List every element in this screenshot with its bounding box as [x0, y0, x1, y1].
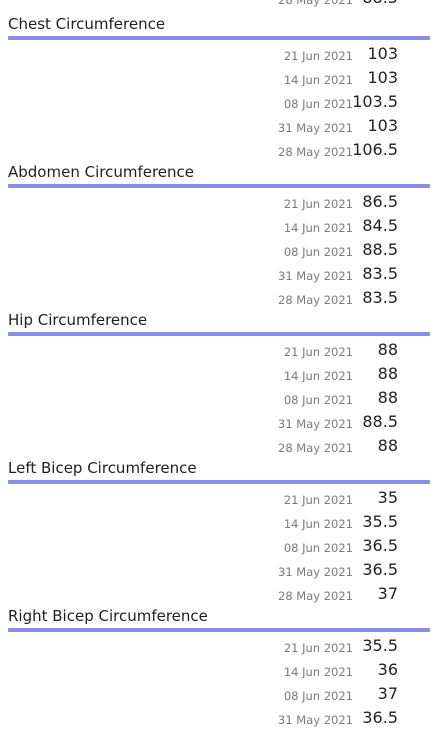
measurement-date: 28 May 2021: [278, 145, 353, 159]
measurement-value: 103: [367, 68, 398, 87]
measurement-value: 88.5: [362, 240, 398, 259]
section-hip-circumference: Hip Circumference 21 Jun 2021 88 14 Jun 2…: [0, 306, 438, 455]
section-abdomen-circumference: Abdomen Circumference 21 Jun 2021 86.5 14…: [0, 158, 438, 307]
measurement-date: 14 Jun 2021: [283, 517, 353, 531]
measurement-value: 36.5: [362, 536, 398, 555]
measurement-date: 08 Jun 2021: [283, 97, 353, 111]
measurement-date: 21 Jun 2021: [283, 197, 353, 211]
section-title: Abdomen Circumference: [8, 163, 194, 181]
measurement-value: 84.5: [362, 216, 398, 235]
section-title: Chest Circumference: [8, 15, 166, 33]
measurement-row[interactable]: 31 May 2021 88.5: [0, 410, 438, 434]
measurement-value: 35.5: [362, 636, 398, 655]
measurement-row[interactable]: 21 Jun 2021 86.5: [0, 190, 438, 214]
section-chest-circumference: Chest Circumference 21 Jun 2021 103 14 Ju…: [0, 10, 438, 159]
measurement-row[interactable]: 21 Jun 2021 88: [0, 338, 438, 362]
measurement-date: 08 Jun 2021: [283, 245, 353, 259]
measurement-row[interactable]: 31 May 2021 103: [0, 114, 438, 138]
measurement-date: 28 May 2021: [278, 441, 353, 455]
measurement-date: 31 May 2021: [278, 121, 353, 135]
measurement-date: 31 May 2021: [278, 565, 353, 579]
measurement-date: 21 Jun 2021: [283, 641, 353, 655]
measurement-row[interactable]: 28 May 2021 37: [0, 582, 438, 606]
measurement-row[interactable]: 28 May 2021 83.5: [0, 286, 438, 310]
measurement-value: 83.5: [362, 264, 398, 283]
measurement-value: 88: [377, 388, 398, 407]
section-title: Right Bicep Circumference: [8, 607, 208, 625]
measurement-value: 37: [377, 684, 398, 703]
measurement-value: 103: [367, 116, 398, 135]
measurement-date: 14 Jun 2021: [283, 665, 353, 679]
measurement-date: 28 May 2021: [278, 293, 353, 307]
section-divider: [8, 628, 430, 632]
measurement-row[interactable]: 31 May 2021 36.5: [0, 706, 438, 730]
section-title: Hip Circumference: [8, 311, 148, 329]
measurement-date: 31 May 2021: [278, 269, 353, 283]
measurement-row[interactable]: 28 May 2021 88.5: [0, 0, 438, 10]
measurement-row[interactable]: 14 Jun 2021 88: [0, 362, 438, 386]
measurement-date: 08 Jun 2021: [283, 689, 353, 703]
measurement-value: 88: [377, 340, 398, 359]
section-left-bicep-circumference: Left Bicep Circumference 21 Jun 2021 35 1…: [0, 454, 438, 603]
section-divider: [8, 332, 430, 336]
measurement-row[interactable]: 21 Jun 2021 35.5: [0, 634, 438, 658]
measurement-value: 36.5: [362, 708, 398, 727]
measurement-date: 08 Jun 2021: [283, 393, 353, 407]
section-divider: [8, 184, 430, 188]
measurement-value: 88.5: [362, 412, 398, 431]
section-title: Left Bicep Circumference: [8, 459, 197, 477]
measurement-value: 103.5: [352, 92, 398, 111]
measurement-value: 88.5: [362, 0, 398, 10]
measurement-date: 14 Jun 2021: [283, 221, 353, 235]
measurement-row[interactable]: 14 Jun 2021 36: [0, 658, 438, 682]
measurement-value: 88: [377, 364, 398, 383]
measurement-row[interactable]: 21 Jun 2021 103: [0, 42, 438, 66]
section-right-bicep-circumference: Right Bicep Circumference 21 Jun 2021 35.…: [0, 602, 438, 750]
measurement-value: 86.5: [362, 192, 398, 211]
measurement-date: 08 Jun 2021: [283, 541, 353, 555]
measurement-date: 14 Jun 2021: [283, 73, 353, 87]
measurement-row[interactable]: 08 Jun 2021 88.5: [0, 238, 438, 262]
measurement-row[interactable]: 28 May 2021 88: [0, 434, 438, 458]
section-divider: [8, 480, 430, 484]
measurement-value: 88: [377, 436, 398, 455]
measurement-row[interactable]: 21 Jun 2021 35: [0, 486, 438, 510]
measurement-row[interactable]: 31 May 2021 36.5: [0, 558, 438, 582]
measurement-row[interactable]: 14 Jun 2021 35.5: [0, 510, 438, 534]
measurement-date: 21 Jun 2021: [283, 493, 353, 507]
measurement-row[interactable]: 28 May 2021 106.5: [0, 138, 438, 162]
measurement-row[interactable]: 08 Jun 2021 88: [0, 386, 438, 410]
measurement-date: 31 May 2021: [278, 417, 353, 431]
measurement-value: 37: [377, 584, 398, 603]
measurement-date: 31 May 2021: [278, 713, 353, 727]
measurement-value: 106.5: [352, 140, 398, 159]
measurement-row[interactable]: 08 Jun 2021 37: [0, 682, 438, 706]
measurement-value: 35: [377, 488, 398, 507]
measurement-date: 28 May 2021: [278, 0, 353, 7]
measurement-row[interactable]: 31 May 2021 83.5: [0, 262, 438, 286]
measurement-date: 14 Jun 2021: [283, 369, 353, 383]
measurement-date: 28 May 2021: [278, 589, 353, 603]
measurement-date: 21 Jun 2021: [283, 345, 353, 359]
measurement-value: 36.5: [362, 560, 398, 579]
measurement-row[interactable]: 14 Jun 2021 84.5: [0, 214, 438, 238]
measurement-value: 36: [377, 660, 398, 679]
section-divider: [8, 36, 430, 40]
measurement-value: 35.5: [362, 512, 398, 531]
measurement-row[interactable]: 08 Jun 2021 36.5: [0, 534, 438, 558]
measurement-value: 83.5: [362, 288, 398, 307]
measurement-row[interactable]: 14 Jun 2021 103: [0, 66, 438, 90]
measurement-row[interactable]: 08 Jun 2021 103.5: [0, 90, 438, 114]
measurement-date: 21 Jun 2021: [283, 49, 353, 63]
measurement-value: 103: [367, 44, 398, 63]
